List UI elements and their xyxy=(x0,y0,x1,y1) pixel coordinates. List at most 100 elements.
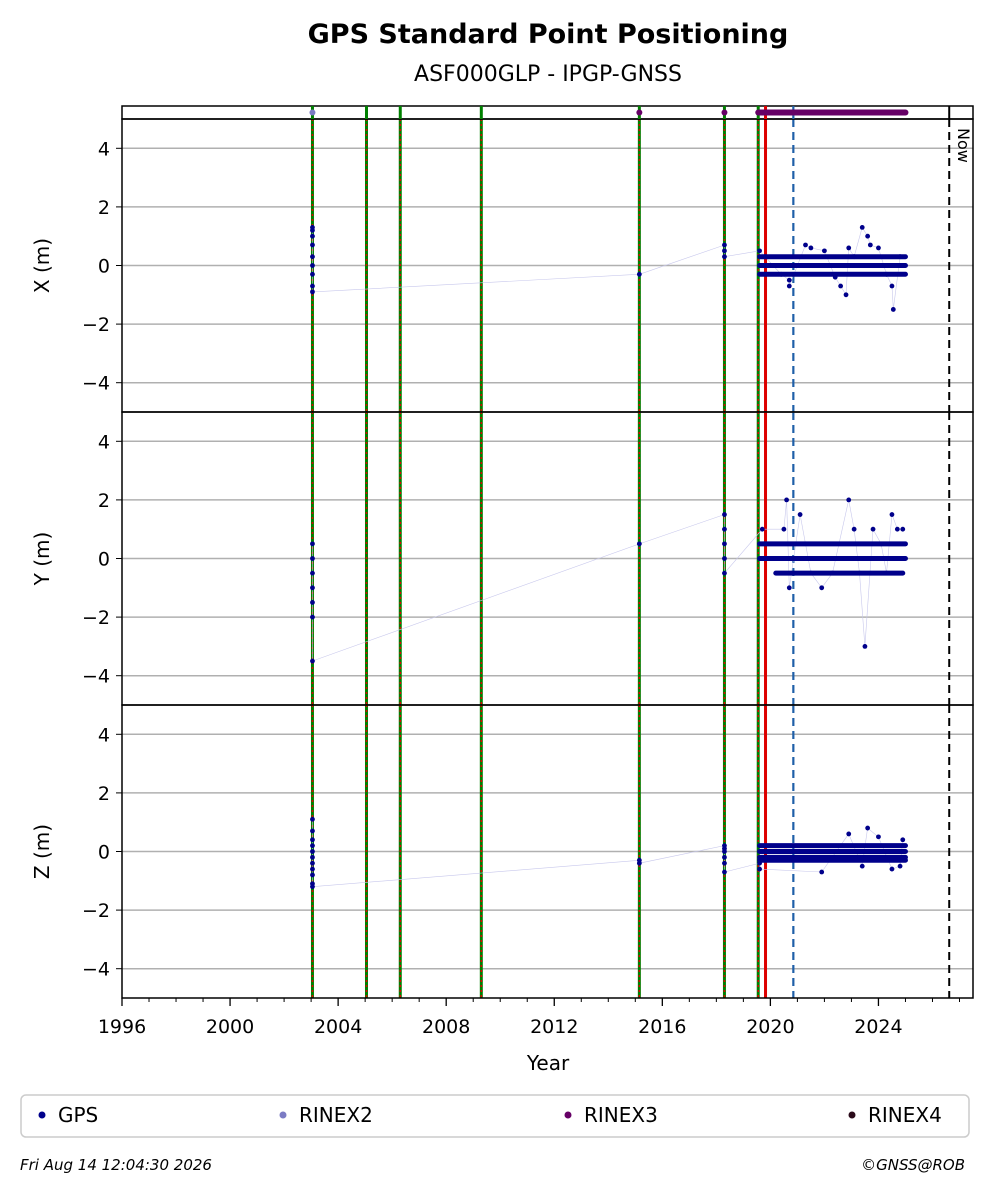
y-tick-label-1-3: −2 xyxy=(82,607,110,629)
data-point-0-2 xyxy=(310,233,315,239)
data-point-0-4 xyxy=(310,254,315,260)
legend-label-rinex2: RINEX2 xyxy=(299,1103,373,1127)
data-point-1-2 xyxy=(310,570,315,576)
y-tick-label-2-0: 4 xyxy=(98,724,110,746)
data-point-2-19 xyxy=(757,860,762,866)
data-point-0-23 xyxy=(838,283,844,289)
data-point-0-18 xyxy=(786,283,792,289)
data-point-0-28 xyxy=(865,233,871,239)
rinex-marker-1-1 xyxy=(721,109,728,116)
data-point-1-18 xyxy=(819,585,825,591)
data-point-0-19 xyxy=(803,242,808,248)
data-point-2-5 xyxy=(310,854,315,860)
data-point-0-5 xyxy=(310,263,315,268)
data-point-2-6 xyxy=(310,860,315,866)
data-point-0-16 xyxy=(778,271,784,277)
y-tick-label-0-4: −4 xyxy=(82,373,110,395)
data-point-2-18 xyxy=(722,869,727,875)
chart-title: GPS Standard Point Positioning xyxy=(308,19,789,50)
x-tick-label-7: 2024 xyxy=(854,1016,902,1038)
data-point-1-23 xyxy=(878,541,884,547)
rinex-marker-0-0 xyxy=(309,109,316,116)
data-point-0-29 xyxy=(867,242,873,248)
y-tick-label-0-3: −2 xyxy=(82,314,110,336)
data-point-2-21 xyxy=(819,869,825,875)
data-point-0-33 xyxy=(890,307,896,312)
y-tick-label-1-4: −4 xyxy=(82,666,110,688)
legend-marker-rinex2 xyxy=(279,1111,287,1119)
y-tick-label-2-3: −2 xyxy=(82,900,110,922)
x-tick-label-1: 2000 xyxy=(206,1016,254,1038)
legend-box xyxy=(20,1094,970,1138)
data-point-1-13 xyxy=(759,526,765,532)
data-point-2-15 xyxy=(722,849,727,854)
panel-frame-2 xyxy=(121,704,974,999)
legend-label-gps: GPS xyxy=(58,1103,98,1127)
data-point-2-10 xyxy=(310,884,315,890)
y-tick-label-1-0: 4 xyxy=(98,431,110,453)
data-point-2-22 xyxy=(846,831,852,837)
data-point-0-6 xyxy=(310,271,315,277)
data-point-1-17 xyxy=(797,512,803,517)
data-point-0-11 xyxy=(722,248,727,254)
chart-subtitle: ASF000GLP - IPGP-GNSS xyxy=(414,62,682,87)
data-point-1-19 xyxy=(846,497,852,503)
data-point-0-22 xyxy=(832,274,838,280)
data-point-2-8 xyxy=(310,872,315,878)
legend-label-rinex3: RINEX3 xyxy=(584,1103,658,1127)
data-point-1-9 xyxy=(722,526,727,532)
data-point-2-3 xyxy=(310,843,315,849)
data-point-0-9 xyxy=(636,271,642,277)
data-point-1-12 xyxy=(722,570,727,576)
data-point-0-34 xyxy=(897,254,903,260)
data-point-0-27 xyxy=(859,225,865,230)
data-point-2-27 xyxy=(897,863,903,869)
x-tick-label-6: 2020 xyxy=(746,1016,794,1038)
data-point-1-26 xyxy=(900,526,906,532)
data-point-1-8 xyxy=(722,512,727,517)
data-point-1-7 xyxy=(636,541,642,547)
data-point-1-21 xyxy=(862,644,868,649)
data-point-0-26 xyxy=(851,254,857,260)
data-point-2-16 xyxy=(722,854,727,860)
legend-label-rinex4: RINEX4 xyxy=(868,1103,942,1127)
data-point-1-30 xyxy=(884,570,889,576)
y-tick-label-1-1: 2 xyxy=(98,490,110,512)
legend: GPS RINEX2 RINEX3 RINEX4 xyxy=(20,1094,970,1138)
data-point-1-16 xyxy=(786,585,792,591)
data-point-1-20 xyxy=(851,526,857,532)
data-point-1-29 xyxy=(857,570,862,576)
x-axis-label: Year xyxy=(526,1051,570,1075)
data-point-0-1 xyxy=(310,227,315,233)
footer-copyright: ©GNSS@ROB xyxy=(861,1156,965,1174)
legend-marker-rinex4 xyxy=(848,1111,856,1119)
data-point-0-3 xyxy=(310,242,315,248)
legend-marker-gps xyxy=(38,1111,46,1119)
data-point-0-8 xyxy=(310,289,315,295)
rinex-strip-frame xyxy=(121,105,974,120)
data-point-1-10 xyxy=(722,541,727,547)
y-tick-label-1-2: 0 xyxy=(98,549,110,571)
plot-area: 4 2 0 −2 −4 X (m) 4 2 0 −2 −4 Y (m) 4 2 0 −2 −4 Z (m) Now 1… xyxy=(30,105,974,1038)
data-point-1-5 xyxy=(310,614,315,620)
x-tick-label-2: 2004 xyxy=(314,1016,362,1038)
data-point-0-20 xyxy=(808,245,814,251)
data-point-0-17 xyxy=(786,277,792,283)
x-tick-label-5: 2016 xyxy=(638,1016,686,1038)
rinex-marker-1-0 xyxy=(636,109,643,116)
y-tick-label-0-2: 0 xyxy=(98,256,110,278)
data-point-0-12 xyxy=(722,254,727,260)
y-axis-label-2: Z (m) xyxy=(30,824,54,879)
data-point-0-7 xyxy=(310,283,315,289)
data-point-0-31 xyxy=(884,271,889,277)
y-tick-label-2-2: 0 xyxy=(98,842,110,864)
y-axis-label-0: X (m) xyxy=(30,238,54,293)
data-point-2-4 xyxy=(310,849,315,854)
legend-marker-rinex3 xyxy=(564,1111,572,1119)
data-point-1-11 xyxy=(722,556,727,561)
data-point-2-24 xyxy=(865,825,871,831)
data-point-2-12 xyxy=(636,860,642,866)
data-point-2-17 xyxy=(722,860,727,866)
data-point-2-25 xyxy=(876,834,881,840)
data-point-1-25 xyxy=(894,526,900,532)
